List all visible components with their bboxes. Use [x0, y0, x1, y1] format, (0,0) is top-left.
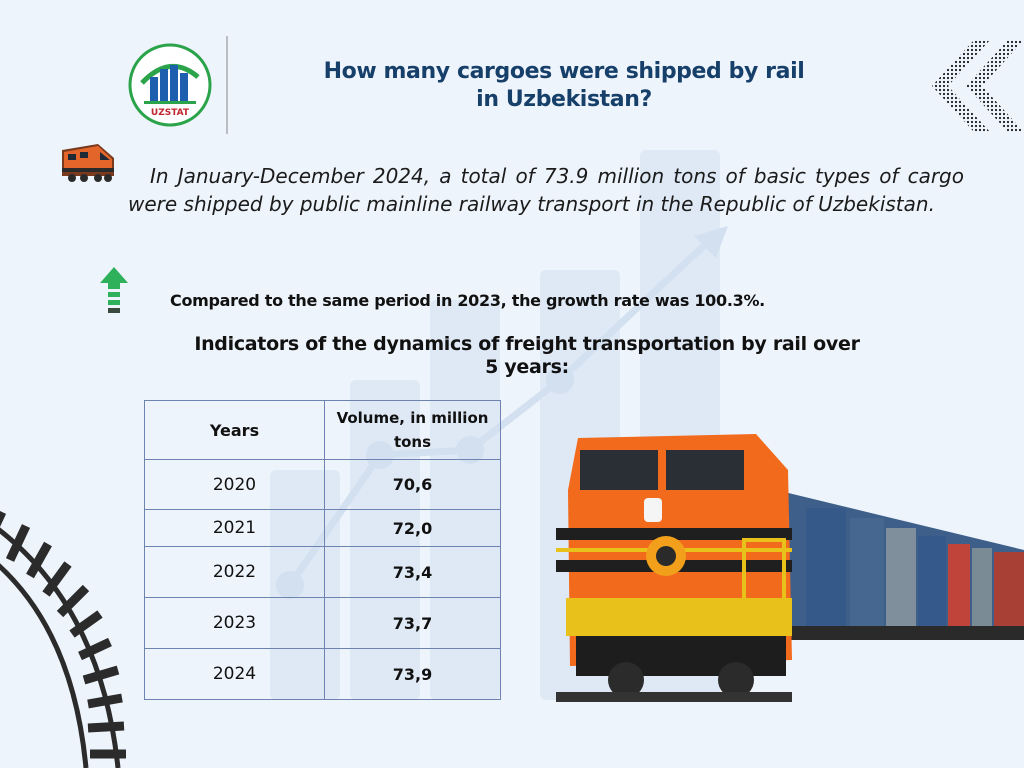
table-row: 2024 73,9	[144, 648, 501, 700]
table-row: 2020 70,6	[144, 459, 501, 510]
year-cell: 2023	[144, 597, 325, 649]
table-title-line-1: Indicators of the dynamics of freight tr…	[194, 333, 860, 355]
volume-cell: 73,7	[324, 597, 501, 649]
page-title-line-1: How many cargoes were shipped by rail	[323, 59, 805, 84]
volume-cell: 73,9	[324, 648, 501, 700]
page-title-line-2: in Uzbekistan?	[476, 87, 652, 112]
column-header-volume-line-1: Volume, in million	[336, 409, 489, 427]
table-header-row: Years Volume, in million tons	[144, 400, 501, 460]
uzstat-logo-icon: UZSTAT	[128, 43, 212, 127]
year-cell: 2024	[144, 648, 325, 700]
freight-train-illustration	[556, 434, 1024, 702]
year-cell: 2020	[144, 459, 325, 510]
header-divider	[226, 36, 228, 134]
locomotive-icon	[62, 144, 114, 182]
logo-label: UZSTAT	[151, 108, 190, 118]
chevrons-decoration-icon	[932, 40, 1024, 132]
table-row: 2022 73,4	[144, 546, 501, 598]
page-title: How many cargoes were shipped by rail in…	[230, 58, 898, 114]
volume-cell: 70,6	[324, 459, 501, 510]
volume-cell: 72,0	[324, 509, 501, 547]
growth-rate-text: Compared to the same period in 2023, the…	[170, 291, 765, 310]
year-cell: 2021	[144, 509, 325, 547]
table-title-line-2: 5 years:	[485, 356, 569, 378]
column-header-volume: Volume, in million tons	[324, 400, 501, 460]
table-title: Indicators of the dynamics of freight tr…	[162, 333, 892, 379]
volume-cell: 73,4	[324, 546, 501, 598]
column-header-volume-line-2: tons	[393, 433, 432, 451]
intro-paragraph: In January-December 2024, a total of 73.…	[128, 164, 964, 216]
year-cell: 2022	[144, 546, 325, 598]
table-row: 2021 72,0	[144, 509, 501, 547]
railway-track-decoration-icon	[0, 511, 126, 768]
freight-volume-table: Years Volume, in million tons 2020 70,6 …	[144, 400, 501, 700]
growth-up-arrow-icon	[100, 267, 128, 313]
table-row: 2023 73,7	[144, 597, 501, 649]
column-header-years: Years	[144, 400, 325, 460]
